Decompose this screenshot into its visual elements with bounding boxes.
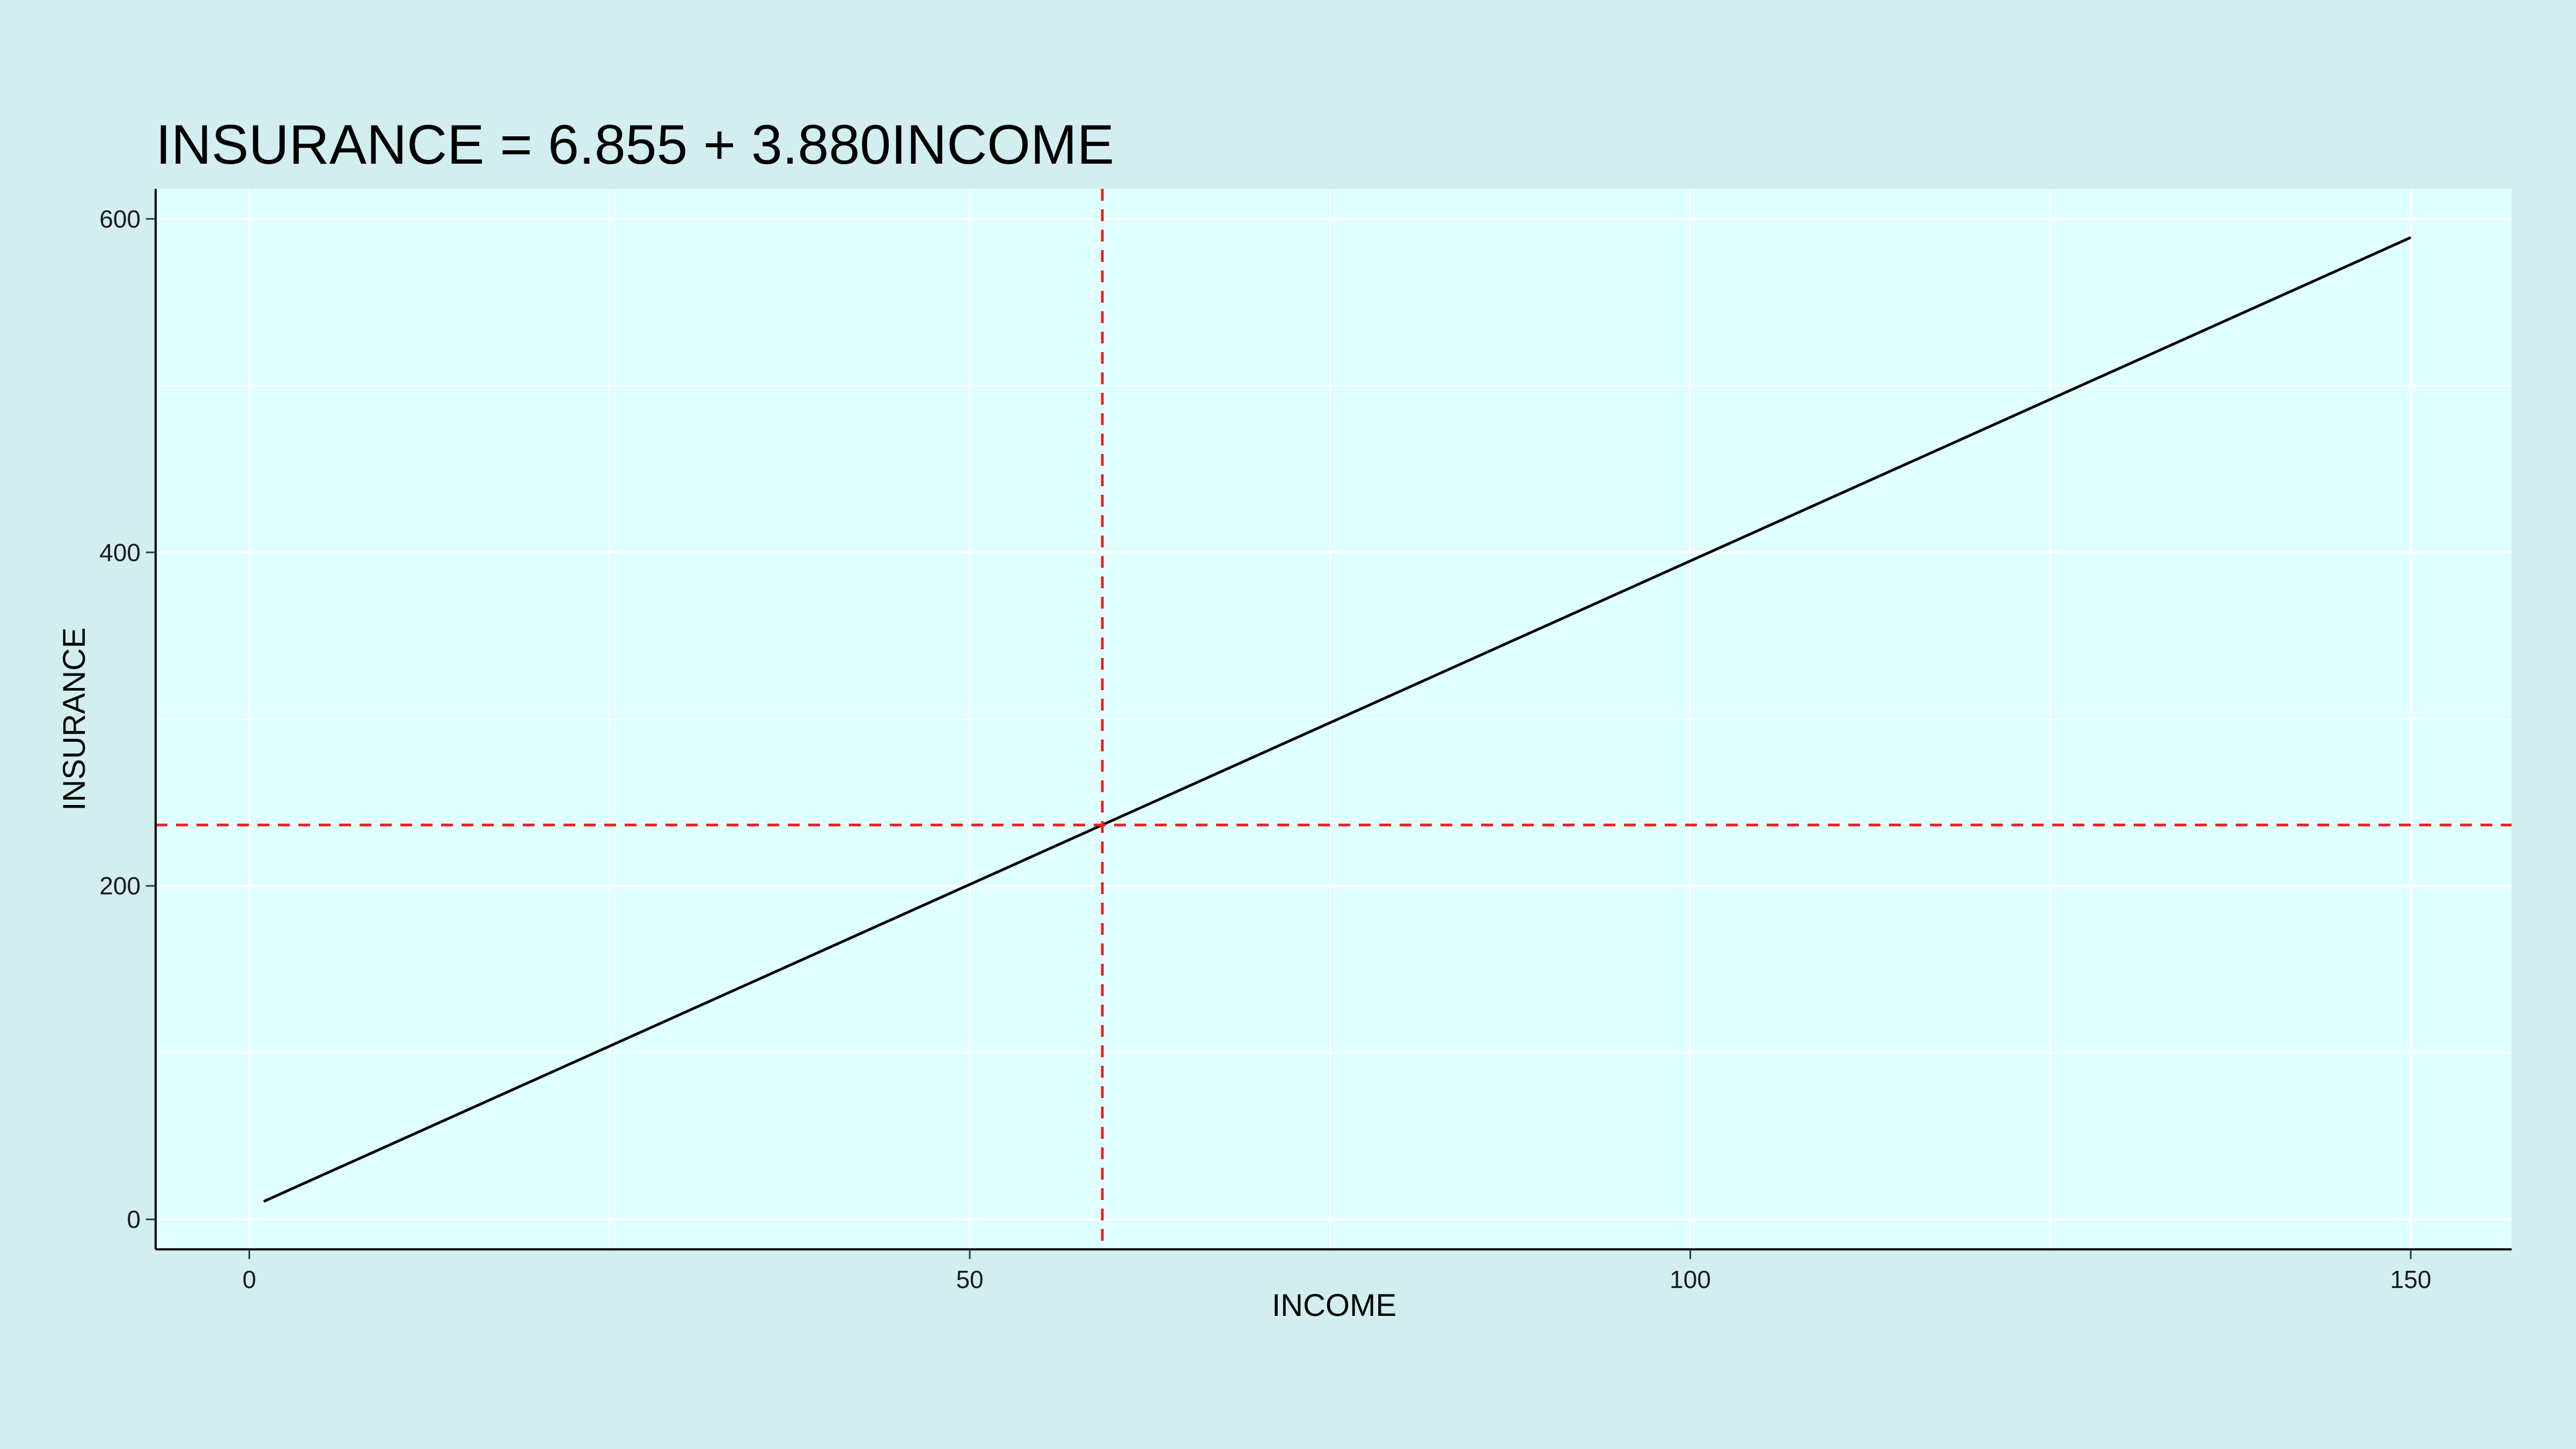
y-tick-label: 600: [99, 205, 141, 233]
x-tick-label: 0: [243, 1265, 257, 1293]
regression-line: [263, 236, 2412, 1203]
grid-layer: [156, 189, 2512, 1249]
x-tick-label: 50: [956, 1265, 983, 1293]
reference-lines-layer: [156, 189, 2512, 1249]
x-tick-label: 100: [1670, 1265, 1711, 1293]
y-axis-title: INSURANCE: [57, 627, 92, 811]
chart-title: INSURANCE = 6.855 + 3.880INCOME: [156, 114, 1114, 176]
series-layer: [263, 236, 2412, 1203]
y-tick-label: 200: [99, 872, 141, 900]
y-tick-label: 0: [127, 1205, 141, 1233]
x-tick-label: 150: [2390, 1265, 2432, 1293]
x-axis-title: INCOME: [1272, 1288, 1396, 1323]
y-tick-label: 400: [99, 538, 141, 566]
tick-layer: 0 50 100 150 0 200 400 600: [99, 205, 2431, 1293]
